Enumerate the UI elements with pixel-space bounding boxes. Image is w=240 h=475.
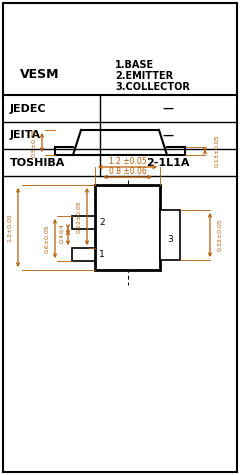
- Text: 1.2±0.05: 1.2±0.05: [7, 213, 12, 242]
- Text: 2: 2: [99, 218, 105, 227]
- Text: VESM: VESM: [20, 68, 60, 82]
- Text: 3.COLLECTOR: 3.COLLECTOR: [115, 82, 190, 92]
- Text: —: —: [162, 131, 174, 141]
- Bar: [72, 248, 95, 261]
- Text: 1.BASE: 1.BASE: [115, 60, 154, 70]
- Text: 0.4: 0.4: [60, 233, 65, 243]
- Text: 1.2 ±0.05: 1.2 ±0.05: [109, 156, 146, 165]
- Text: 0.8 ±0.06: 0.8 ±0.06: [109, 168, 146, 177]
- Text: JEITA: JEITA: [10, 131, 41, 141]
- Text: 0.22±0.05: 0.22±0.05: [77, 200, 82, 233]
- Text: 1: 1: [99, 250, 105, 259]
- Text: 0.13±0.05: 0.13±0.05: [215, 135, 220, 167]
- Text: 0.32±0.05: 0.32±0.05: [217, 218, 222, 251]
- Text: 0.5±0.05: 0.5±0.05: [31, 128, 36, 157]
- Text: 2.EMITTER: 2.EMITTER: [115, 71, 173, 81]
- Text: 3: 3: [167, 236, 173, 245]
- Text: 0.6±0.05: 0.6±0.05: [44, 224, 49, 253]
- Text: TOSHIBA: TOSHIBA: [10, 158, 65, 168]
- Text: —: —: [162, 104, 174, 114]
- Bar: [72, 216, 95, 229]
- Text: JEDEC: JEDEC: [10, 104, 47, 114]
- Text: 2-1L1A: 2-1L1A: [146, 158, 190, 168]
- Bar: [160, 210, 180, 260]
- Text: 0.4: 0.4: [60, 223, 65, 233]
- Bar: [95, 185, 160, 270]
